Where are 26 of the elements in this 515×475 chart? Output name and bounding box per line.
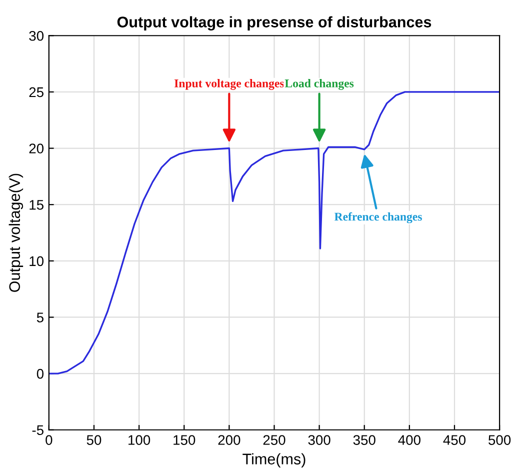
x-tick-label: 250 (263, 435, 286, 445)
x-axis-title: Time(ms) (242, 453, 306, 468)
annotation: Input voltage changes (174, 79, 284, 90)
y-tick-label: 5 (36, 312, 44, 322)
annotation: Load changes (284, 79, 354, 90)
x-tick-label: 300 (308, 435, 330, 445)
y-tick-label: 25 (29, 87, 44, 98)
x-tick-label: 50 (86, 435, 102, 445)
y-tick-label: 0 (36, 368, 44, 379)
y-tick-label: -5 (32, 425, 44, 436)
y-axis-title: Output voltage(V) (8, 174, 24, 292)
x-tick-label: 350 (353, 435, 376, 445)
chart-title: Output voltage in presense of disturbances (117, 16, 432, 31)
x-tick-label: 100 (128, 435, 150, 445)
y-tick-label: 20 (29, 144, 44, 154)
line-series (48, 91, 500, 374)
x-tick-label: 200 (218, 435, 240, 445)
x-tick-label: 150 (174, 435, 196, 445)
x-tick-label: 0 (46, 435, 52, 445)
y-tick-label: 30 (29, 30, 44, 41)
x-tick-label: 450 (443, 435, 466, 445)
y-tick-label: 15 (30, 200, 44, 210)
x-tick-label: 400 (398, 435, 420, 445)
x-tick-label: 500 (488, 435, 511, 445)
annotation: Refrence changes (334, 212, 422, 224)
y-tick-label: 10 (30, 256, 44, 266)
